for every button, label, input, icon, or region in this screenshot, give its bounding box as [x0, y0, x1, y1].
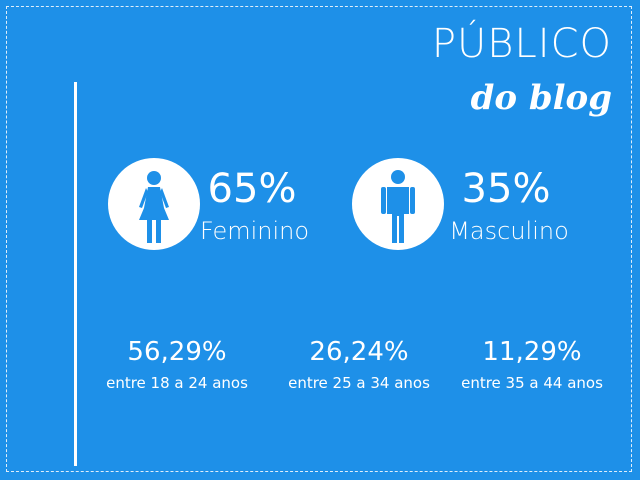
vertical-divider	[74, 82, 77, 466]
female-percent: 65%	[207, 166, 297, 212]
age-range-18-24: entre 18 a 24 anos	[106, 374, 248, 392]
male-percent: 35%	[461, 166, 551, 212]
age-percent-18-24: 56,29%	[127, 337, 227, 367]
age-range-35-44: entre 35 a 44 anos	[461, 374, 603, 392]
female-label: Feminino	[200, 217, 310, 245]
male-label: Masculino	[449, 217, 569, 245]
male-icon	[352, 158, 444, 250]
female-icon	[108, 158, 200, 250]
page-title: PÚBLICO	[431, 21, 612, 67]
age-percent-25-34: 26,24%	[309, 337, 409, 367]
page-subtitle: do blog	[470, 78, 612, 118]
dashed-border	[6, 6, 632, 472]
age-percent-35-44: 11,29%	[482, 337, 582, 367]
age-range-25-34: entre 25 a 34 anos	[288, 374, 430, 392]
